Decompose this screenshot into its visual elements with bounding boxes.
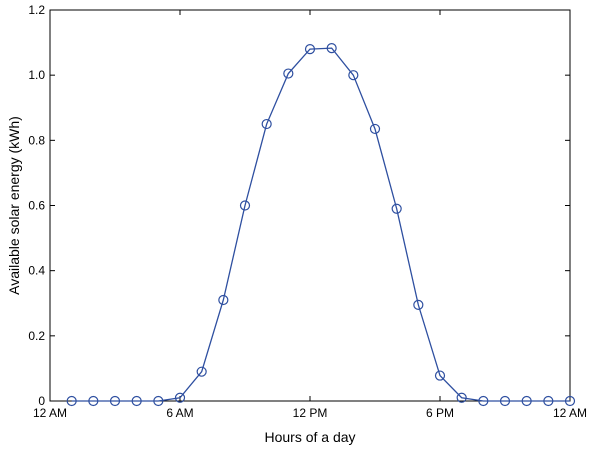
x-axis-title: Hours of a day — [264, 429, 355, 445]
y-tick-label: 0.8 — [28, 133, 45, 147]
data-point — [499, 395, 511, 407]
series-group — [66, 43, 576, 407]
data-point — [434, 370, 446, 381]
plot-area — [49, 9, 571, 402]
x-tick-label: 6 AM — [166, 406, 193, 420]
data-point — [261, 118, 272, 130]
y-tick-label: 0 — [38, 394, 45, 408]
data-point — [283, 68, 294, 79]
data-point — [304, 43, 316, 55]
data-point — [521, 395, 532, 407]
data-point — [369, 123, 381, 135]
series-line — [71, 47, 570, 402]
tick-labels: 12 AM 6 AM 12 PM 6 PM 12 AM00.20.40.60.81.01… — [28, 3, 587, 420]
y-axis-title: Available solar energy (kWh) — [6, 116, 22, 295]
y-tick-label: 1.0 — [28, 68, 45, 82]
data-point — [478, 395, 489, 407]
data-point — [153, 395, 164, 407]
x-tick-label: 12 PM — [293, 406, 328, 420]
data-point — [413, 299, 424, 310]
data-point — [218, 294, 229, 306]
data-point — [88, 395, 99, 407]
x-tick-label: 12 AM — [553, 406, 587, 420]
data-point — [391, 203, 402, 214]
data-point — [348, 70, 359, 81]
x-tick-label: 12 AM — [33, 406, 67, 420]
y-tick-label: 0.4 — [28, 264, 45, 278]
data-point — [543, 395, 554, 407]
data-point — [196, 366, 207, 377]
data-point — [564, 395, 576, 407]
data-point — [66, 395, 77, 407]
data-point — [239, 200, 251, 211]
x-tick-label: 6 PM — [426, 406, 454, 420]
data-point — [131, 395, 142, 407]
data-point — [326, 43, 337, 54]
data-point — [109, 395, 121, 407]
data-point — [174, 392, 186, 403]
y-tick-label: 0.6 — [28, 199, 45, 213]
y-tick-label: 1.2 — [28, 3, 45, 17]
y-tick-label: 0.2 — [28, 329, 45, 343]
data-point — [456, 392, 467, 403]
